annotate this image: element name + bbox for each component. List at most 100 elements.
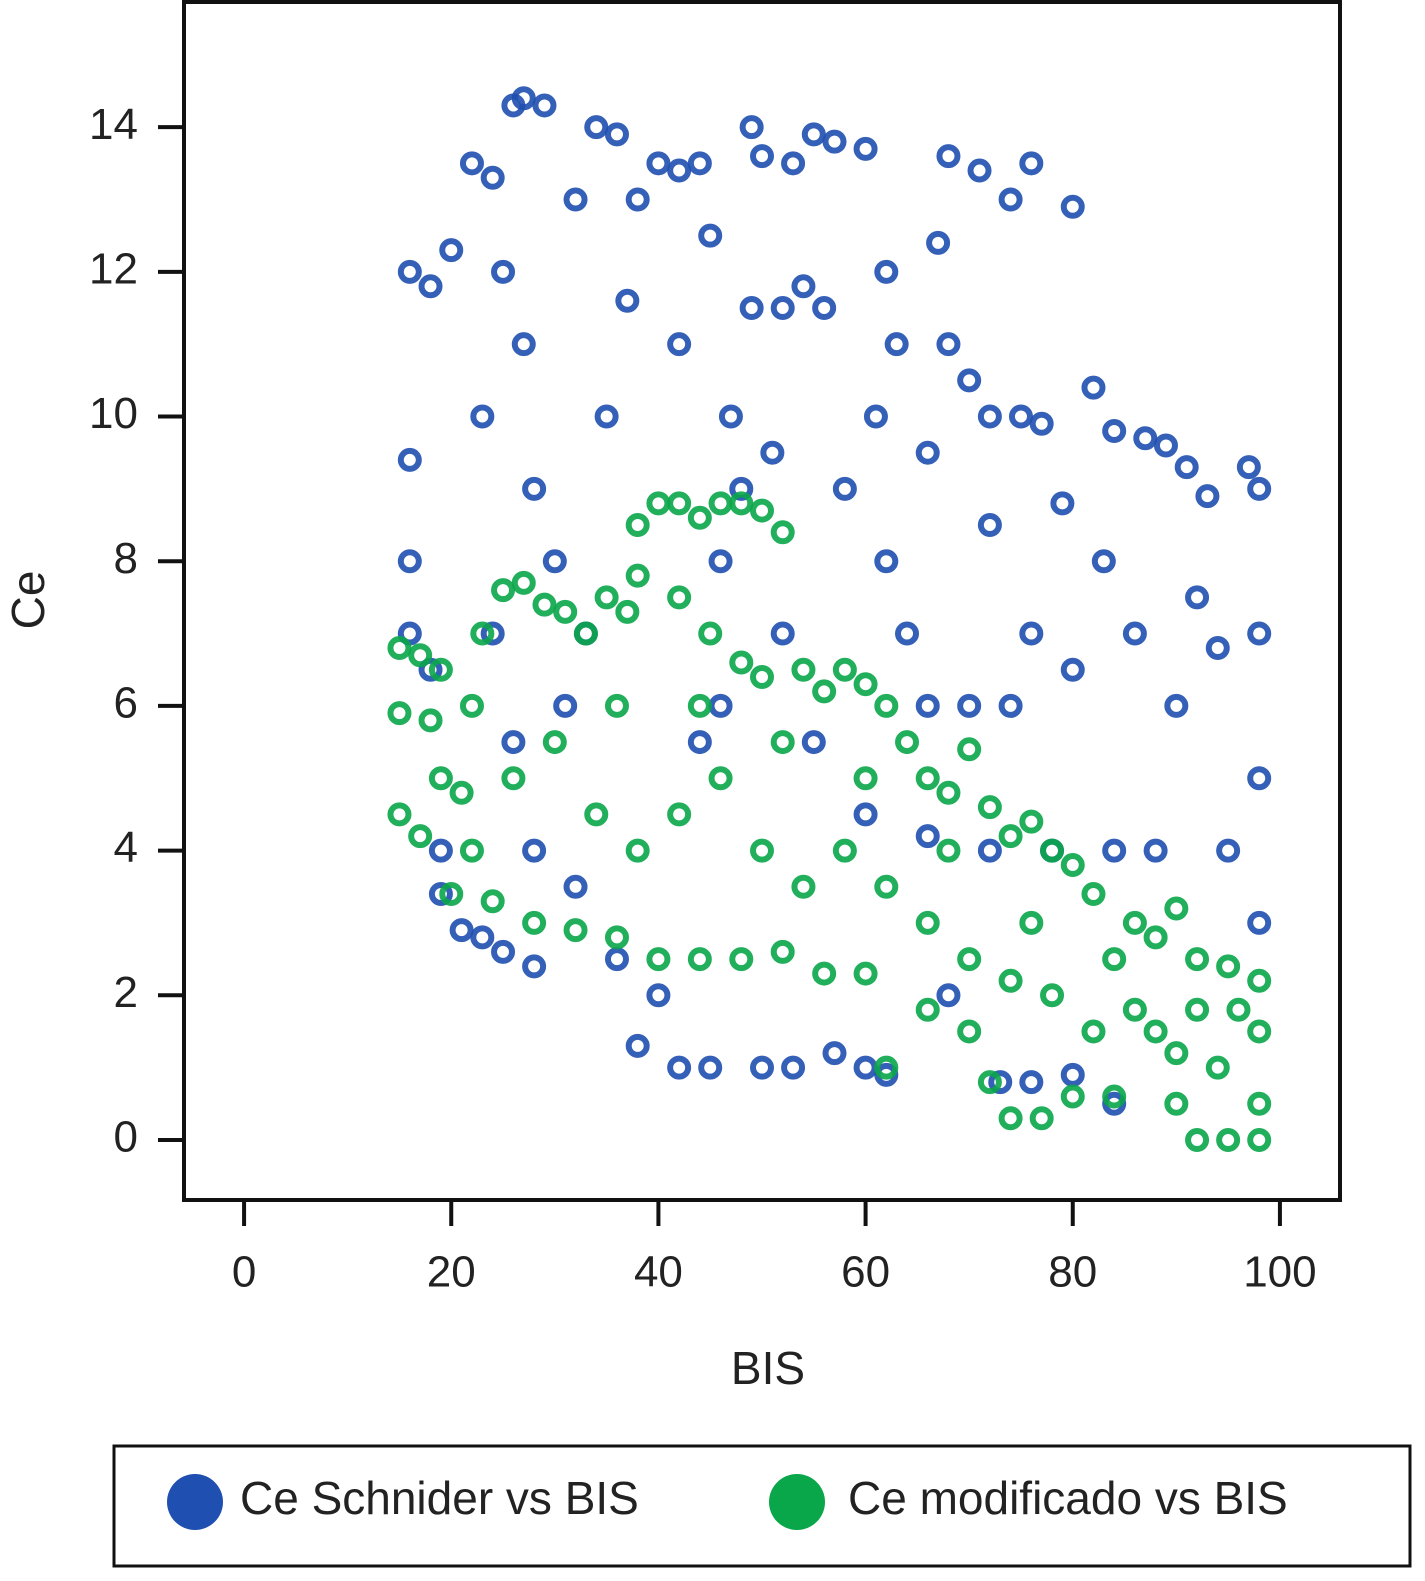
point [646, 151, 671, 176]
point [853, 672, 878, 697]
point [977, 513, 1002, 538]
point [418, 708, 443, 733]
point [480, 889, 505, 914]
point [1019, 621, 1044, 646]
point [397, 447, 422, 472]
point [750, 1055, 774, 1080]
y-tick-label: 6 [114, 679, 138, 728]
point [625, 513, 650, 538]
point [667, 585, 692, 610]
point [1236, 455, 1261, 480]
point [1247, 968, 1272, 993]
point [1040, 983, 1065, 1008]
point [594, 585, 619, 610]
point [1164, 1091, 1189, 1116]
point [812, 296, 837, 321]
point [604, 925, 629, 950]
point [1029, 411, 1054, 436]
point [1040, 838, 1065, 863]
point [491, 939, 516, 964]
point [542, 730, 567, 755]
point [1247, 910, 1272, 935]
point [1185, 585, 1210, 610]
point [511, 86, 536, 111]
point [698, 1055, 723, 1080]
point [1153, 433, 1178, 458]
point [625, 838, 650, 863]
point [957, 693, 982, 718]
point [501, 730, 526, 755]
point [428, 881, 453, 906]
point [625, 563, 650, 588]
point [895, 621, 920, 646]
point [832, 657, 857, 682]
point [439, 238, 464, 263]
x-tick-label: 20 [427, 1248, 476, 1297]
point [770, 621, 795, 646]
x-tick-label: 60 [841, 1248, 890, 1297]
point [1102, 838, 1127, 863]
point [542, 549, 567, 574]
point [791, 274, 816, 299]
point [874, 693, 899, 718]
point [532, 93, 557, 118]
point [1216, 1127, 1241, 1152]
point [936, 838, 961, 863]
point [491, 578, 516, 603]
point [387, 701, 412, 726]
point [781, 1055, 806, 1080]
point [770, 296, 795, 321]
point [915, 997, 940, 1022]
point [1174, 455, 1199, 480]
point [729, 947, 754, 972]
point [491, 259, 516, 284]
point [1060, 194, 1085, 219]
point [625, 187, 650, 212]
point [1019, 1070, 1044, 1095]
point [397, 549, 422, 574]
legend-marker [769, 1474, 825, 1530]
point [998, 693, 1023, 718]
point [770, 730, 795, 755]
point [1185, 1127, 1210, 1152]
point [729, 476, 754, 501]
point [594, 404, 619, 429]
point [967, 158, 992, 183]
point [1019, 809, 1044, 834]
point [408, 643, 433, 668]
y-tick-label: 12 [89, 244, 138, 293]
point [874, 874, 899, 899]
point [604, 693, 629, 718]
point [750, 498, 774, 523]
point [1185, 997, 1210, 1022]
point [750, 144, 774, 169]
point [470, 925, 495, 950]
point [853, 961, 878, 986]
point [1205, 636, 1230, 661]
y-tick-label: 0 [114, 1113, 138, 1162]
point [449, 918, 474, 943]
point [822, 129, 847, 154]
point [874, 1055, 899, 1080]
point [874, 259, 899, 284]
point [1143, 838, 1168, 863]
point [915, 824, 940, 849]
point [812, 679, 837, 704]
point [480, 165, 505, 190]
legend-label: Ce Schnider vs BIS [240, 1472, 639, 1524]
point [667, 158, 692, 183]
point [977, 795, 1002, 820]
point [563, 874, 588, 899]
point [522, 476, 547, 501]
point [511, 332, 536, 357]
point [1185, 947, 1210, 972]
point [1143, 925, 1168, 950]
point [615, 599, 640, 624]
point [459, 693, 484, 718]
point [812, 961, 837, 986]
point [884, 332, 909, 357]
point [957, 737, 982, 762]
point [1008, 404, 1033, 429]
point [387, 636, 412, 661]
